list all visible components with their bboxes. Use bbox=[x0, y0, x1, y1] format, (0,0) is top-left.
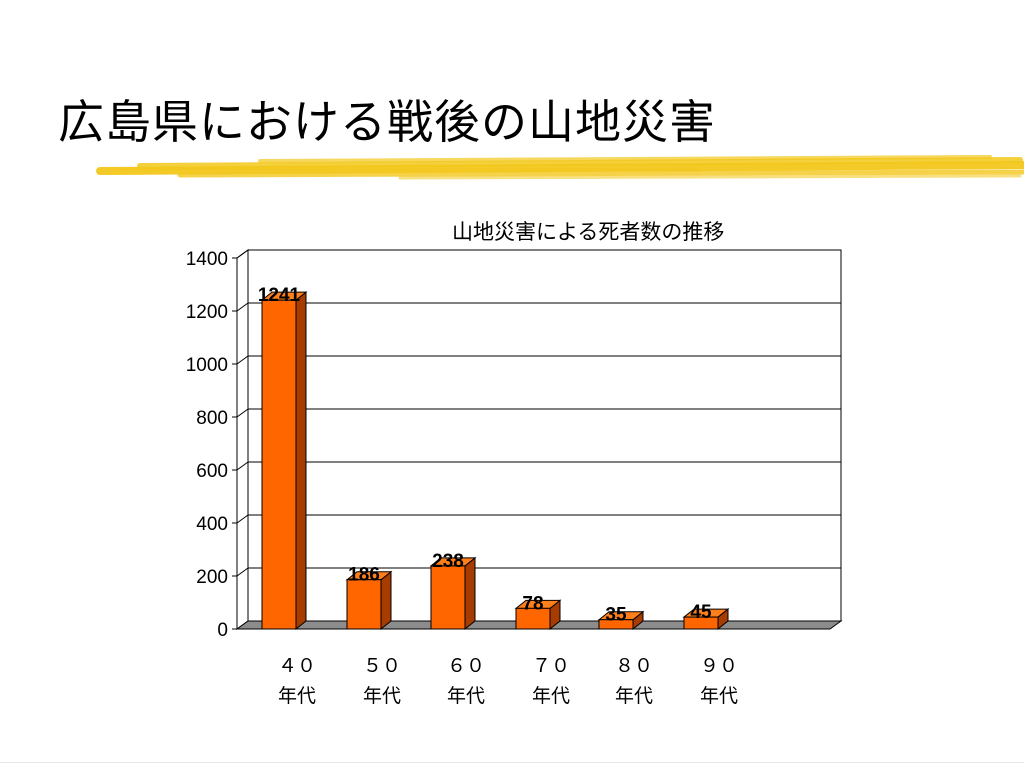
x-category-label-4-1: 年代 bbox=[615, 685, 653, 707]
x-category-label-5-1: 年代 bbox=[700, 685, 738, 707]
footer-divider bbox=[0, 762, 1024, 763]
data-label-3: 78 bbox=[522, 593, 543, 614]
bar-5 bbox=[683, 616, 719, 630]
gridline-side-600 bbox=[236, 461, 249, 471]
x-category-label-3-1: 年代 bbox=[532, 685, 570, 707]
x-category-label-0-1: 年代 bbox=[278, 685, 316, 707]
x-category-label-5-0: ９０ bbox=[700, 655, 738, 677]
x-category-label-1-1: 年代 bbox=[363, 685, 401, 707]
bar-3 bbox=[515, 607, 551, 630]
gridline-side-1200 bbox=[236, 302, 249, 312]
gridline-side-1000 bbox=[236, 355, 249, 365]
bar-1 bbox=[346, 579, 382, 630]
highlight-streak-1 bbox=[137, 157, 1023, 169]
x-category-label-3-0: ７０ bbox=[532, 655, 570, 677]
slide-title: 広島県における戦後の山地災害 bbox=[58, 95, 716, 149]
highlight-brush-stroke bbox=[96, 155, 1024, 180]
y-tick-label-0: 0 bbox=[217, 620, 228, 641]
y-tick-label-200: 200 bbox=[196, 567, 228, 588]
gridline-side-400 bbox=[236, 514, 249, 524]
y-tick-label-1200: 1200 bbox=[186, 302, 228, 323]
x-category-label-2-1: 年代 bbox=[447, 685, 485, 707]
bar-2 bbox=[430, 565, 466, 630]
title-highlight-stroke bbox=[96, 155, 1024, 180]
bar-side-1 bbox=[380, 570, 392, 631]
x-category-label-1-0: ５０ bbox=[363, 655, 401, 677]
plot-back-wall bbox=[247, 249, 842, 622]
y-tick-label-400: 400 bbox=[196, 514, 228, 535]
gridline-side-1400 bbox=[236, 249, 249, 259]
data-label-0: 1241 bbox=[258, 285, 301, 306]
data-label-2: 238 bbox=[432, 551, 464, 572]
y-tick-label-1000: 1000 bbox=[186, 355, 228, 376]
bar-0 bbox=[261, 299, 297, 630]
x-category-label-0-0: ４０ bbox=[278, 655, 316, 677]
data-label-5: 45 bbox=[690, 602, 712, 623]
chart-title: 山地災害による死者数の推移 bbox=[452, 220, 725, 244]
y-tick-label-1400: 1400 bbox=[186, 249, 228, 270]
x-category-label-2-0: ６０ bbox=[447, 655, 485, 677]
y-tick-label-800: 800 bbox=[196, 408, 228, 429]
y-tick-label-600: 600 bbox=[196, 461, 228, 482]
data-label-1: 186 bbox=[348, 565, 380, 586]
bar-side-2 bbox=[464, 556, 476, 631]
highlight-streak-5 bbox=[398, 174, 1022, 180]
x-category-label-4-0: ８０ bbox=[615, 655, 653, 677]
highlight-streak-2 bbox=[177, 169, 1024, 178]
highlight-streak-4 bbox=[118, 167, 702, 172]
highlight-streak-3 bbox=[258, 155, 992, 163]
data-label-4: 35 bbox=[605, 605, 627, 626]
bar-4 bbox=[598, 619, 634, 630]
bar-side-0 bbox=[295, 291, 307, 631]
gridline-side-800 bbox=[236, 408, 249, 418]
gridline-side-200 bbox=[236, 567, 249, 577]
